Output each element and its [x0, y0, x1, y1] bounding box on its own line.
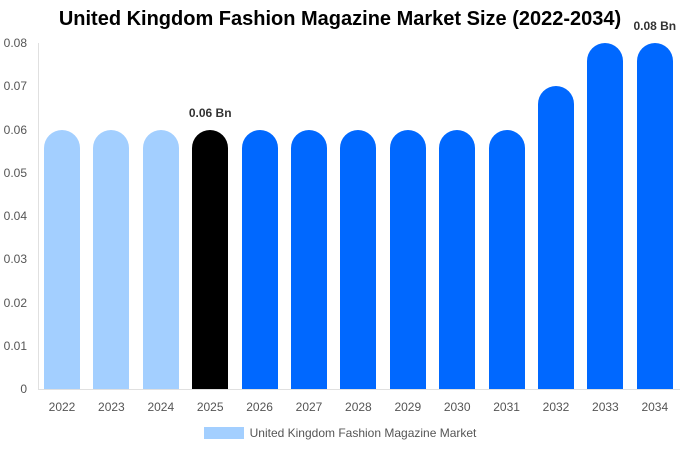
- bar-2034: [636, 43, 673, 389]
- bar-2026: [241, 129, 278, 389]
- x-tick-label: 2033: [592, 400, 619, 414]
- bar-2027: [291, 129, 327, 389]
- x-tick-label: 2034: [641, 400, 669, 414]
- y-tick-label: 0: [20, 382, 27, 396]
- x-tick-label: 2023: [98, 400, 125, 414]
- y-tick-label: 0.05: [3, 165, 27, 180]
- bar-2030: [439, 129, 476, 389]
- y-tick-label: 0.02: [3, 295, 27, 310]
- y-tick-label: 0.03: [3, 252, 27, 267]
- bar-2028: [340, 129, 377, 389]
- y-axis-line: [38, 43, 39, 389]
- y-tick-label: 0.01: [3, 338, 27, 353]
- bar-2022: [44, 129, 80, 389]
- legend-label: United Kingdom Fashion Magazine Market: [249, 426, 477, 440]
- chart-title: United Kingdom Fashion Magazine Market S…: [58, 8, 622, 30]
- x-tick-label: 2026: [246, 400, 273, 414]
- x-tick-label: 2030: [443, 400, 471, 414]
- x-tick-label: 2027: [295, 400, 323, 414]
- bar-2029: [389, 129, 426, 389]
- x-tick-label: 2028: [345, 400, 372, 414]
- data-label: 0.08 Bn: [633, 19, 677, 33]
- bar-2023: [93, 129, 130, 389]
- y-tick-label: 0.06: [3, 122, 27, 137]
- y-tick-label: 0.08: [3, 36, 27, 50]
- bar-2031: [488, 129, 525, 389]
- y-tick-label: 0.07: [3, 79, 27, 94]
- x-tick-label: 2024: [147, 400, 175, 414]
- bar-2033: [587, 43, 624, 389]
- y-tick-label: 0.04: [3, 209, 27, 223]
- x-tick-label: 2022: [48, 400, 76, 414]
- x-tick-label: 2029: [394, 400, 422, 414]
- bar-2025: [192, 129, 229, 389]
- x-tick-label: 2025: [196, 400, 224, 414]
- legend: United Kingdom Fashion Magazine Market: [0, 426, 680, 440]
- bar-2024: [142, 129, 179, 389]
- legend-swatch: [203, 427, 244, 439]
- x-tick-label: 2032: [542, 400, 570, 414]
- x-axis-line: [38, 389, 680, 390]
- data-label: 0.06 Bn: [188, 105, 232, 120]
- bar-2032: [538, 86, 574, 389]
- x-tick-label: 2031: [493, 400, 520, 414]
